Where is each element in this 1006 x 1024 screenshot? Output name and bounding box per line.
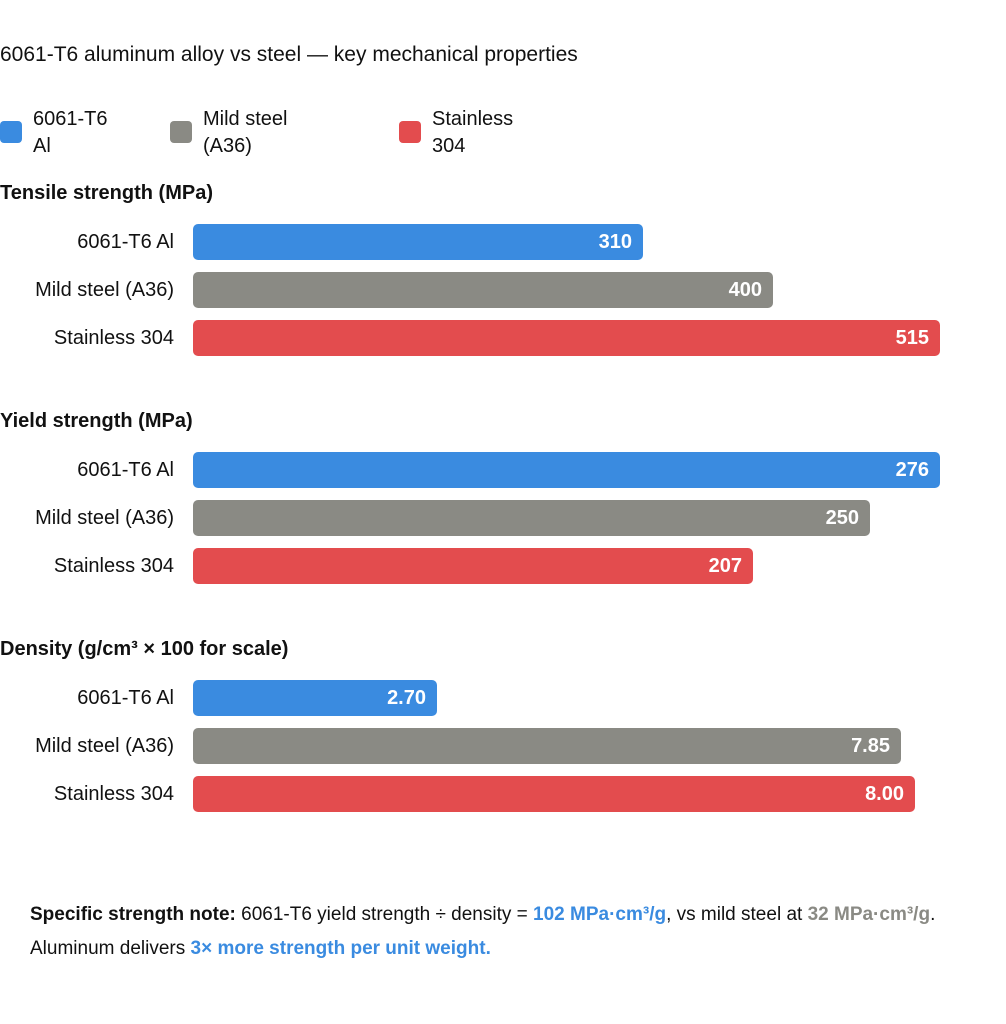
- bar-value-label: 250: [825, 507, 859, 529]
- legend-item: Stainless 304: [399, 106, 513, 160]
- note-steel-value: 32 MPa·cm³/g: [807, 904, 931, 925]
- category-label: Stainless 304: [53, 555, 174, 577]
- panel-title: Yield strength (MPa): [0, 410, 193, 432]
- panel-title: Density (g/cm³ × 100 for scale): [0, 638, 289, 660]
- bar: 276: [193, 452, 940, 488]
- bar-value-label: 400: [728, 279, 762, 301]
- legend-label: 6061-T6 Al: [33, 106, 108, 160]
- note-lead: Specific strength note:: [30, 904, 236, 925]
- legend-label: Stainless 304: [432, 106, 513, 160]
- bar: 310: [193, 224, 643, 260]
- legend-item: Mild steel (A36): [170, 106, 287, 160]
- legend-swatch: [399, 121, 421, 143]
- legend: 6061-T6 Al Mild steel (A36) Stainless 304: [0, 106, 1006, 158]
- bar: 207: [193, 548, 753, 584]
- category-label: Mild steel (A36): [35, 507, 174, 529]
- note-text-3: . Aluminum delivers: [30, 904, 936, 959]
- bar-value-label: 7.85: [851, 735, 890, 757]
- bar-value-label: 515: [895, 327, 929, 349]
- bar-value-label: 207: [708, 555, 742, 577]
- category-label: Mild steel (A36): [35, 279, 174, 301]
- legend-label-line: Mild steel: [203, 108, 288, 130]
- bar: 8.00: [193, 776, 915, 812]
- note-aluminum-value: 102 MPa·cm³/g: [533, 904, 667, 925]
- bar-value-label: 2.70: [387, 687, 426, 709]
- bar: 2.70: [193, 680, 437, 716]
- chart-title: 6061-T6 aluminum alloy vs steel — key me…: [0, 43, 578, 66]
- legend-swatch: [170, 121, 192, 143]
- bar: 250: [193, 500, 870, 536]
- specific-strength-note: Specific strength note: 6061-T6 yield st…: [30, 898, 980, 966]
- legend-label: Mild steel (A36): [203, 106, 287, 160]
- note-text-1: 6061-T6 yield strength ÷ density =: [235, 904, 534, 925]
- legend-item: 6061-T6 Al: [0, 106, 108, 160]
- legend-label-line: 6061-T6: [33, 108, 108, 130]
- note-text-2: , vs mild steel at: [666, 904, 808, 925]
- note-conclusion: 3× more strength per unit weight.: [190, 938, 491, 959]
- bar-value-label: 276: [895, 459, 929, 481]
- bar-value-label: 8.00: [865, 783, 904, 805]
- legend-label-line: 304: [432, 135, 466, 157]
- bar-value-label: 310: [598, 231, 632, 253]
- legend-swatch: [0, 121, 22, 143]
- legend-label-line: (A36): [203, 135, 252, 157]
- category-label: 6061-T6 Al: [77, 687, 174, 709]
- category-label: 6061-T6 Al: [77, 459, 174, 481]
- category-label: Mild steel (A36): [35, 735, 174, 757]
- panel-title: Tensile strength (MPa): [0, 182, 213, 204]
- bar: 400: [193, 272, 773, 308]
- category-label: Stainless 304: [53, 783, 174, 805]
- legend-label-line: Al: [33, 135, 51, 157]
- bar: 515: [193, 320, 940, 356]
- legend-label-line: Stainless: [432, 108, 514, 130]
- category-label: 6061-T6 Al: [77, 231, 174, 253]
- category-label: Stainless 304: [53, 327, 174, 349]
- bar: 7.85: [193, 728, 901, 764]
